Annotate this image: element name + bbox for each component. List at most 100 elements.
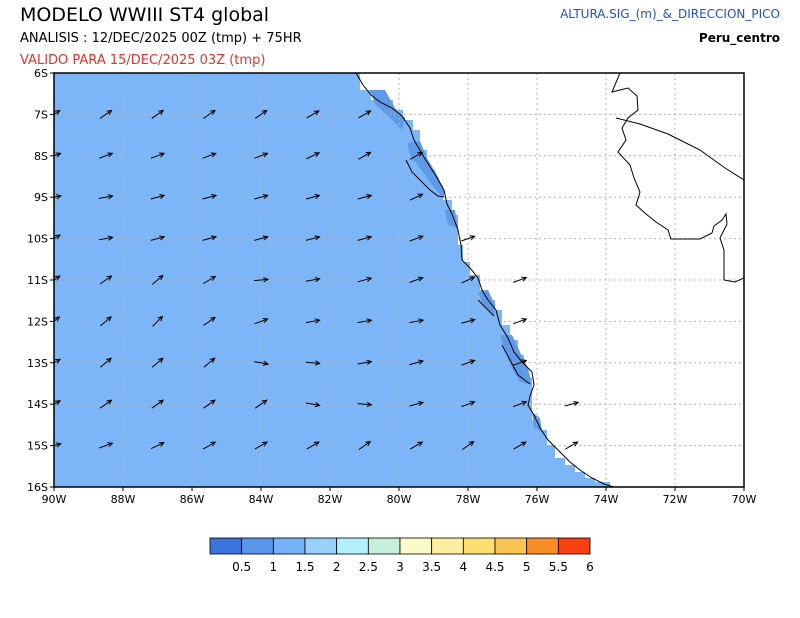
colorbar-swatch xyxy=(526,537,559,555)
direction-arrow xyxy=(357,235,373,241)
direction-arrow xyxy=(254,441,269,450)
direction-arrow xyxy=(99,275,113,285)
direction-arrow xyxy=(461,400,476,408)
colorbar-label: 1 xyxy=(270,560,278,574)
direction-arrow xyxy=(254,318,269,325)
direction-arrow xyxy=(513,441,527,450)
colorbar-swatch xyxy=(241,537,274,555)
x-tick-label: 86W xyxy=(180,493,205,506)
analysis-time: ANALISIS : 12/DEC/2025 00Z (tmp) + 75HR xyxy=(20,31,302,46)
coastline xyxy=(355,73,744,487)
direction-arrow xyxy=(409,318,425,324)
direction-arrow xyxy=(54,234,62,240)
direction-arrow xyxy=(98,235,114,241)
x-tick-label: 90W xyxy=(42,493,67,506)
direction-arrow xyxy=(358,440,372,451)
direction-arrow xyxy=(54,316,61,323)
colorbar-label: 5 xyxy=(523,560,531,574)
direction-arrow xyxy=(203,357,216,368)
direction-arrow xyxy=(151,109,165,119)
direction-arrow xyxy=(99,109,113,119)
direction-arrow xyxy=(254,109,268,119)
colorbar-swatch xyxy=(557,537,591,555)
x-tick-label: 74W xyxy=(594,493,619,506)
y-tick-label: 10S xyxy=(27,233,48,246)
direction-arrow xyxy=(461,359,476,366)
direction-arrow xyxy=(54,152,62,158)
colorbar: 0.5 1 1.5 2 2.5 3 3.5 4 4.5 5 5.5 6 xyxy=(209,537,594,574)
colorbar-label: 6 xyxy=(586,560,594,574)
direction-arrow xyxy=(100,316,112,327)
chart-title: MODELO WWIII ST4 global xyxy=(20,4,270,26)
direction-arrow xyxy=(357,193,373,200)
direction-arrow xyxy=(202,193,218,200)
direction-arrow xyxy=(99,399,113,409)
x-tick-label: 76W xyxy=(525,493,550,506)
direction-arrow xyxy=(150,152,166,159)
direction-arrow xyxy=(254,152,269,159)
direction-arrow xyxy=(202,275,217,284)
direction-arrow xyxy=(203,399,216,409)
direction-arrow xyxy=(202,235,218,241)
direction-arrow xyxy=(461,440,475,451)
direction-arrow xyxy=(202,152,217,159)
region-name: Peru_centro xyxy=(698,31,780,45)
x-tick-label: 88W xyxy=(111,493,136,506)
direction-arrow xyxy=(305,402,321,408)
y-tick-label: 6S xyxy=(34,67,48,80)
lat-lon-gridlines xyxy=(54,73,744,487)
direction-arrow xyxy=(306,110,320,119)
direction-arrow xyxy=(306,441,320,450)
colorbar-label: 2 xyxy=(333,560,341,574)
direction-arrow xyxy=(254,399,268,409)
direction-arrow xyxy=(54,358,62,364)
direction-arrow xyxy=(254,235,269,241)
direction-arrow xyxy=(203,316,216,326)
colorbar-label: 2.5 xyxy=(359,560,378,574)
colorbar-swatch xyxy=(399,537,433,555)
direction-arrow xyxy=(358,151,372,160)
direction-arrow xyxy=(409,400,425,407)
direction-arrow xyxy=(358,110,372,119)
y-tick-label: 9S xyxy=(34,191,48,204)
direction-arrow xyxy=(513,276,528,283)
x-tick-label: 78W xyxy=(456,493,481,506)
direction-arrow xyxy=(99,152,114,159)
direction-arrow xyxy=(150,235,166,241)
x-axis-ticks: 90W 88W 86W 84W 82W 80W 78W 76W 74W 72W 70W xyxy=(42,487,757,506)
direction-arrow xyxy=(54,400,62,406)
colorbar-swatch xyxy=(336,537,369,555)
y-tick-label: 16S xyxy=(27,481,48,494)
direction-arrow xyxy=(151,357,164,368)
colorbar-swatch xyxy=(272,537,306,555)
peak-direction-arrows xyxy=(54,109,580,451)
direction-arrow xyxy=(409,193,424,201)
y-tick-label: 14S xyxy=(27,398,48,411)
direction-arrow xyxy=(513,359,528,366)
direction-arrow xyxy=(99,442,114,449)
colorbar-swatch xyxy=(431,537,464,555)
colorbar-swatch xyxy=(209,537,243,555)
variable-name: ALTURA.SIG_(m)_&_DIRECCION_PICO xyxy=(560,7,780,21)
direction-arrow xyxy=(305,360,321,366)
direction-arrow xyxy=(152,315,164,327)
y-tick-label: 13S xyxy=(27,357,48,370)
y-axis-ticks: 6S 7S 8S 9S 10S 11S 12S 13S 14S 15S 16S xyxy=(27,67,54,494)
direction-arrow xyxy=(409,276,424,283)
direction-arrow xyxy=(54,275,61,281)
direction-arrow xyxy=(305,276,321,283)
direction-arrow xyxy=(150,442,165,450)
x-tick-label: 72W xyxy=(663,493,688,506)
direction-arrow xyxy=(202,441,217,450)
direction-arrow xyxy=(305,193,321,200)
ocean-area xyxy=(54,73,610,487)
x-tick-label: 80W xyxy=(387,493,412,506)
direction-arrow xyxy=(409,235,424,242)
colorbar-label: 4.5 xyxy=(485,560,504,574)
direction-arrow xyxy=(461,276,476,284)
direction-arrow xyxy=(306,152,321,160)
direction-arrow xyxy=(54,194,63,200)
direction-arrow xyxy=(100,357,112,368)
direction-arrow xyxy=(461,235,476,242)
